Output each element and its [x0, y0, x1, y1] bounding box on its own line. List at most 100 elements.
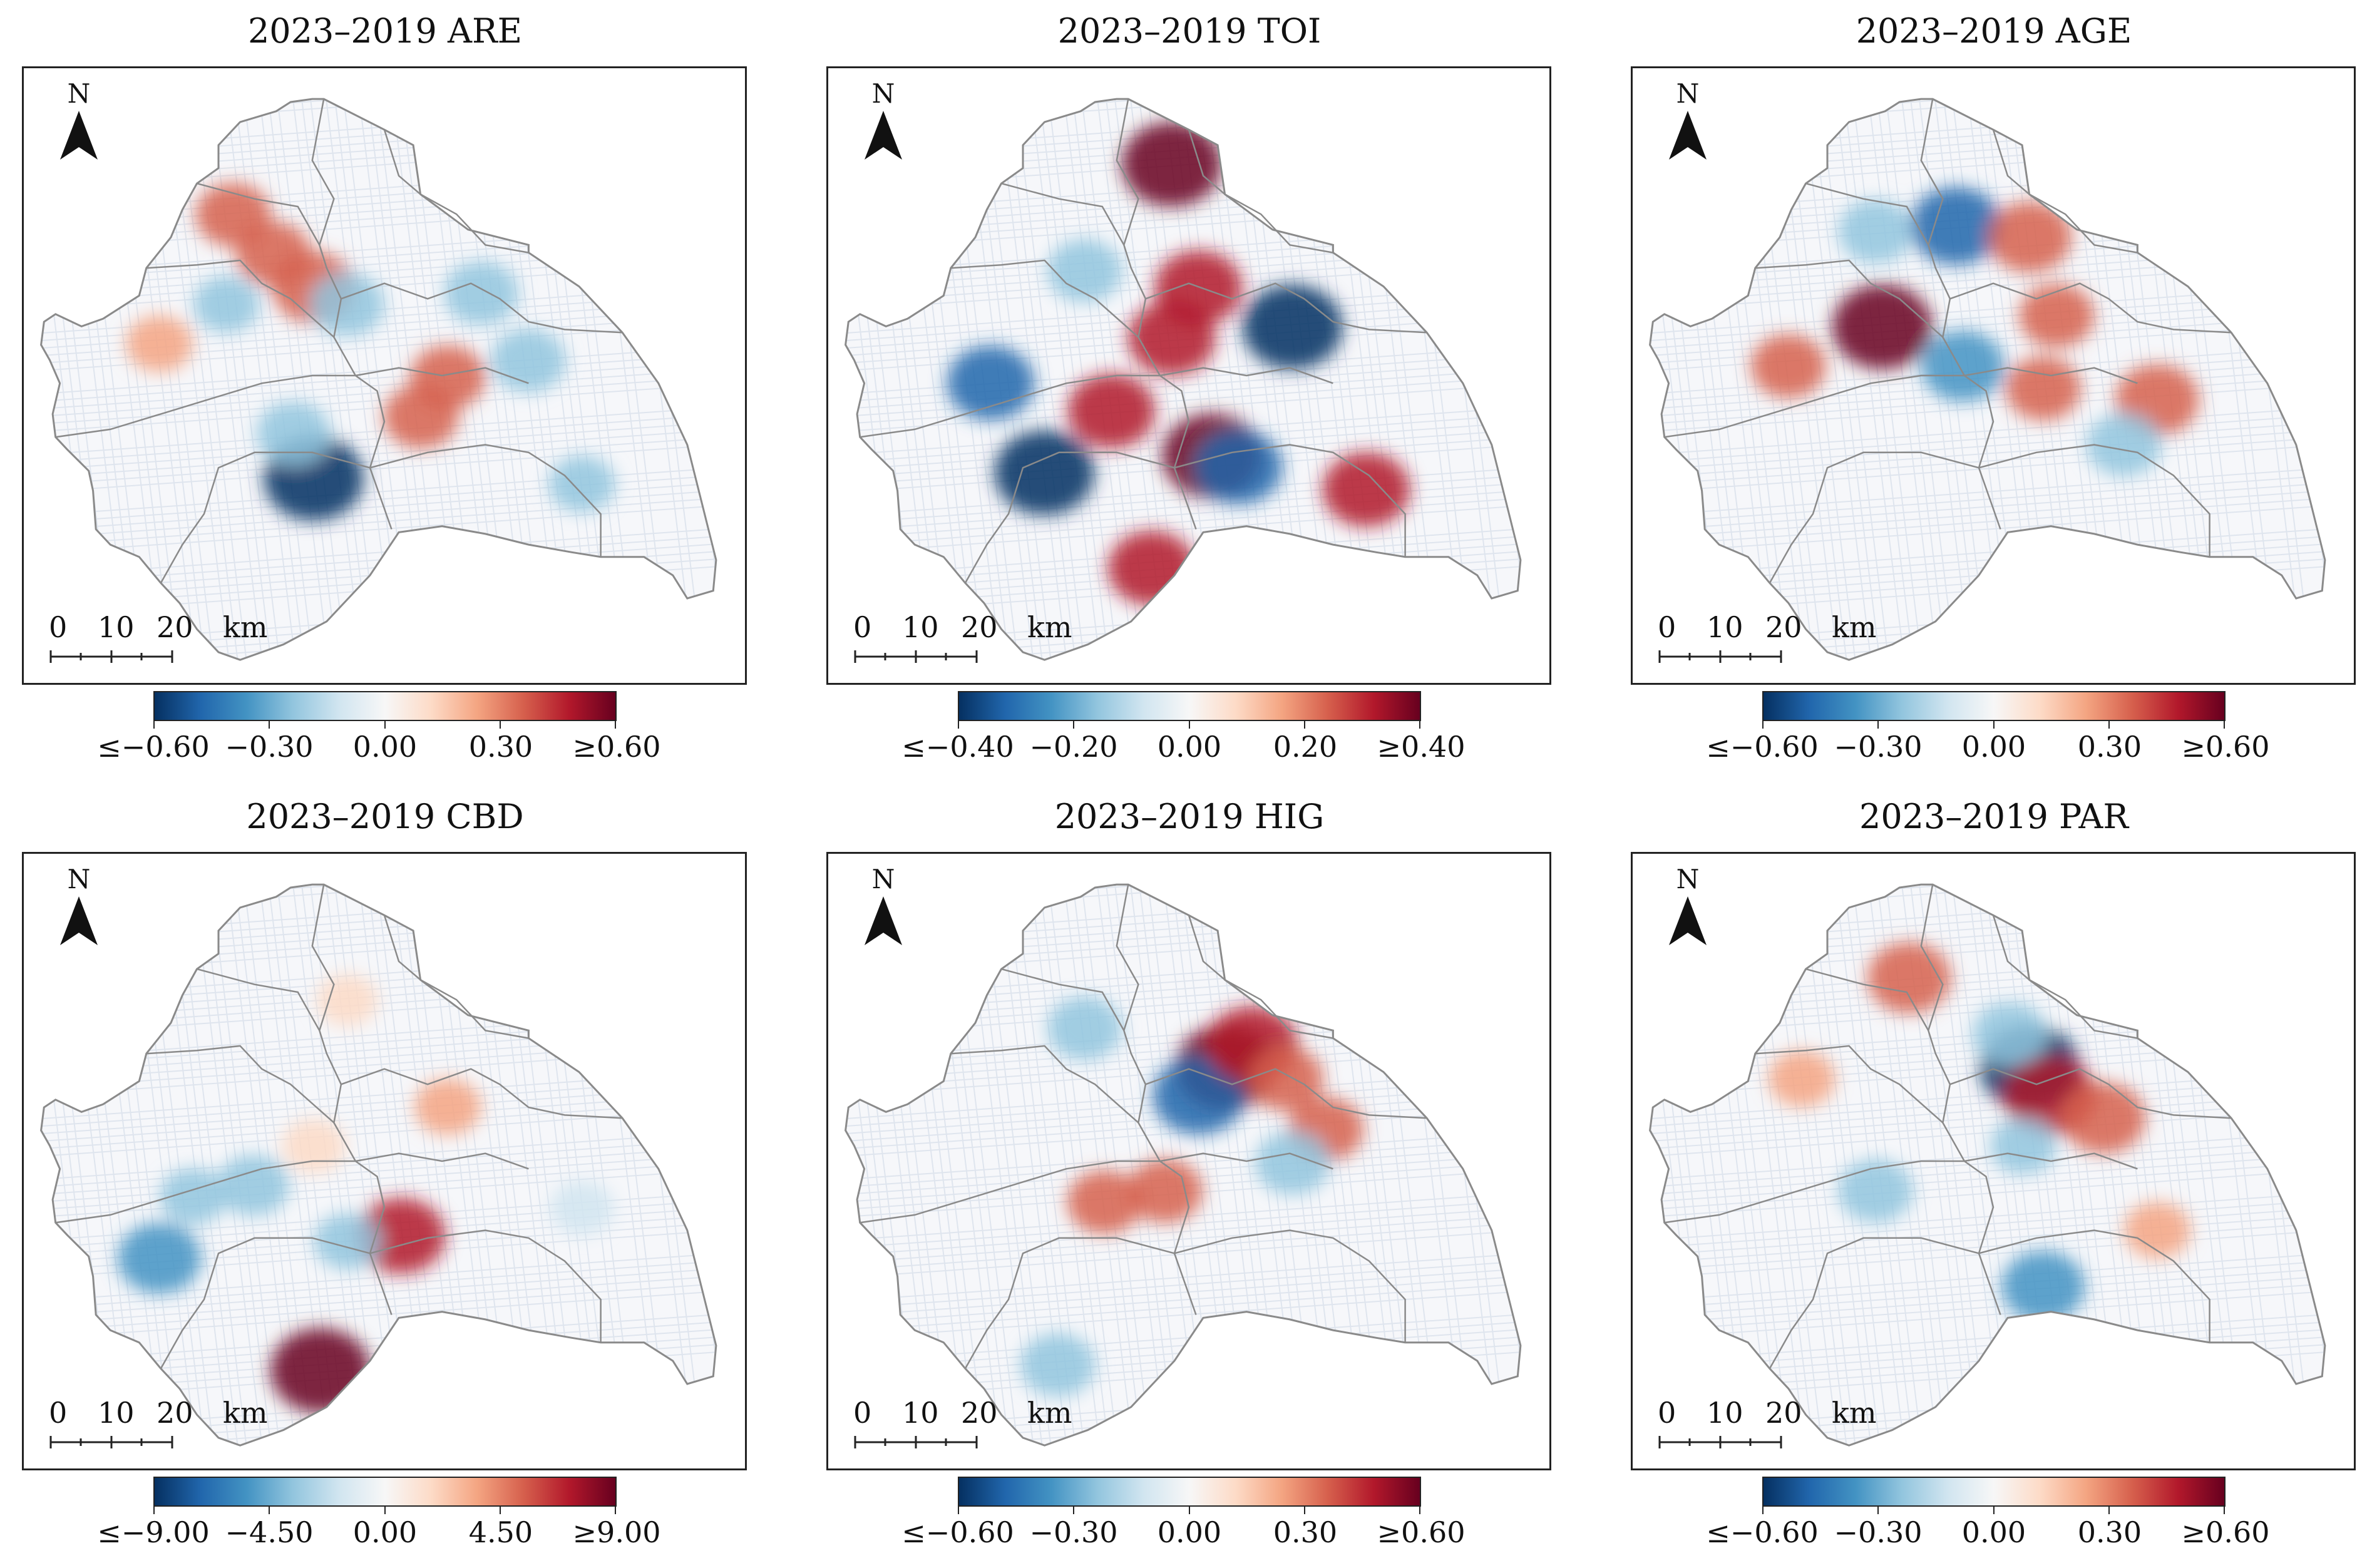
road-line [41, 1281, 716, 1333]
road-line [845, 99, 1521, 115]
road-line [41, 884, 716, 885]
district-boundary [369, 444, 602, 557]
district-boundary [1664, 1160, 1964, 1224]
road-line [1650, 488, 2325, 540]
change-map [24, 68, 745, 683]
value-hotspot [356, 1197, 446, 1274]
value-hotspot [2061, 1082, 2146, 1154]
colorbar-tick-pos-half: 0.30 [468, 730, 533, 764]
road-line [41, 435, 716, 486]
road-line [1650, 556, 2325, 608]
scale-ruler [854, 1436, 978, 1448]
road-line [41, 443, 716, 494]
district-boundary [964, 451, 1175, 584]
value-hotspot [1194, 429, 1283, 505]
district-boundary [1964, 367, 2138, 384]
road-line [41, 382, 716, 433]
value-hotspot [2123, 1202, 2191, 1259]
scale-label-10: 10 [1707, 610, 1743, 644]
road-line [845, 556, 1521, 608]
road-line [845, 884, 1521, 885]
district-boundary [1978, 444, 2210, 557]
road-line [1650, 420, 2325, 471]
district-boundary [1188, 129, 1333, 254]
road-line [1027, 99, 1103, 660]
map-fill [41, 884, 716, 1446]
road-line [845, 99, 1521, 100]
north-label: N [871, 864, 895, 894]
road-line [845, 1251, 1521, 1303]
road-line [845, 1289, 1521, 1340]
value-hotspot [1322, 452, 1410, 527]
change-map [828, 68, 1549, 661]
road-line [41, 405, 716, 456]
value-hotspot [314, 1213, 381, 1270]
value-hotspot [2086, 412, 2162, 477]
road-line [41, 556, 716, 608]
road-line [845, 99, 1521, 122]
district-boundary [1964, 1152, 2138, 1170]
north-arrow-icon [865, 896, 902, 945]
scale-unit: km [1832, 610, 1877, 644]
road-line [845, 503, 1521, 555]
scale-label-0: 0 [49, 1396, 68, 1430]
value-hotspot [1972, 1002, 2048, 1066]
change-map [40, 883, 717, 1447]
road-line [2329, 68, 2354, 683]
road-line [1650, 367, 2325, 418]
district-boundary [1920, 884, 2001, 1315]
value-hotspot [1910, 187, 2002, 265]
value-hotspot [548, 455, 615, 513]
district-boundary [311, 884, 393, 1315]
colorbar [153, 691, 617, 721]
north-arrow-icon [1669, 111, 1707, 160]
colorbar-tick-zero: 0.00 [1157, 730, 1222, 764]
district-boundary [1978, 1229, 2210, 1343]
road-line [1650, 1221, 2325, 1272]
road-line [24, 68, 745, 91]
panel-title: 2023–2019 AGE [1856, 11, 2132, 51]
value-hotspot [282, 1119, 346, 1174]
road-line [1650, 1228, 2325, 1279]
road-line [845, 1198, 1521, 1249]
scale-label-0: 0 [853, 1396, 872, 1430]
road-line [41, 884, 716, 900]
district-boundary [383, 129, 529, 254]
scale-ruler [49, 1436, 173, 1448]
colorbar-tick-max: ≥0.60 [2181, 1515, 2270, 1549]
value-hotspots [1750, 187, 2199, 477]
road-line [845, 99, 1521, 130]
road-line [845, 488, 1521, 540]
road-line [828, 68, 1549, 91]
district-boundary [146, 1045, 335, 1124]
road-line [845, 382, 1521, 433]
value-hotspot [1838, 1159, 1914, 1223]
scale-ruler [1658, 650, 1782, 663]
district-boundary [369, 1229, 602, 1343]
road-line [41, 1137, 716, 1189]
road-line [845, 352, 1521, 403]
value-hotspot [316, 974, 378, 1027]
colorbar-tick-neg-half: −4.50 [225, 1515, 314, 1549]
road-line [845, 1191, 1521, 1242]
road-line [1650, 1167, 2325, 1219]
colorbar-tick-pos-half: 0.20 [1273, 730, 1338, 764]
value-hotspot [270, 1328, 371, 1413]
value-hotspot [1867, 942, 1951, 1013]
value-hotspot [217, 1154, 290, 1216]
district-boundary [341, 1068, 623, 1119]
north-arrow-icon [60, 111, 98, 160]
road-line [721, 68, 745, 683]
road-line [41, 488, 716, 540]
map-frame: N 0 10 20 km [1631, 852, 2356, 1470]
road-line [1849, 99, 1925, 660]
road-line [1815, 99, 1892, 660]
value-hotspot [443, 261, 519, 325]
colorbar-ticks: ≤−0.60 −0.30 0.00 0.30 ≥0.60 [1706, 1507, 2269, 1557]
value-hotspot [1067, 374, 1156, 449]
road-line [845, 473, 1521, 525]
value-hotspot [1838, 199, 1914, 264]
district-boundary [1001, 182, 1125, 245]
road-line [1650, 382, 2325, 433]
road-line [1650, 1342, 2325, 1393]
